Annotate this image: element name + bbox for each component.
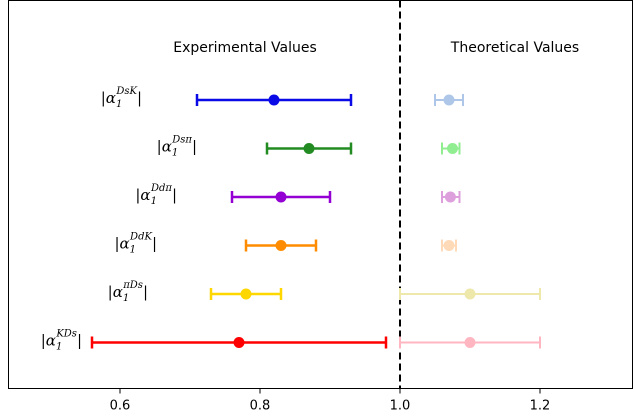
label-end: | — [192, 138, 197, 156]
theory-point — [444, 191, 456, 203]
theory-point — [464, 337, 476, 348]
exp-point — [268, 94, 280, 106]
plot-frame — [8, 0, 633, 389]
exp-point — [303, 143, 315, 154]
theory-point — [447, 143, 458, 154]
x-tick-label: 0.6 — [110, 399, 131, 414]
row-4 — [209, 288, 541, 300]
label-sub: 1 — [116, 99, 122, 110]
label-end: | — [143, 283, 148, 301]
row-label: |α1 DdK| — [114, 232, 157, 256]
x-tick-label: 1.2 — [530, 399, 551, 414]
row-label: |α1 Ddπ| — [135, 183, 177, 207]
label-base: |α — [108, 283, 123, 301]
exp-point — [275, 191, 287, 203]
label-sup: Dsπ — [171, 135, 192, 146]
experimental-annotation: Experimental Values — [173, 40, 317, 56]
row-label: |α1 Dsπ| — [157, 135, 197, 159]
label-sup: KDs — [55, 329, 77, 340]
row-label: |α1 πDs| — [108, 280, 148, 304]
label-sup: πDs — [122, 280, 143, 291]
row-label: |α1 DsK| — [101, 86, 142, 110]
theory-point — [443, 94, 455, 106]
label-base: |α — [101, 89, 116, 107]
x-tick-label: 1.0 — [390, 399, 411, 414]
label-sub: 1 — [172, 148, 178, 159]
label-end: | — [77, 332, 82, 350]
label-end: | — [152, 235, 157, 253]
theoretical-annotation: Theoretical Values — [450, 40, 579, 56]
row-1 — [265, 142, 461, 155]
row-3 — [244, 239, 457, 252]
label-end: | — [172, 186, 177, 204]
chart-marks — [90, 0, 541, 389]
row-labels: |α1DsK||α1Dsπ||α1Ddπ||α1DdK||α1πDs||α1KD… — [41, 86, 197, 353]
label-sup: DdK — [129, 232, 152, 243]
row-5 — [90, 336, 541, 349]
label-base: |α — [135, 186, 150, 204]
label-sub: 1 — [151, 196, 157, 207]
label-sub: 1 — [130, 245, 136, 256]
label-sub: 1 — [123, 293, 129, 304]
label-sup: Ddπ — [150, 183, 172, 194]
row-label: |α1 KDs| — [41, 329, 82, 353]
label-sup: DsK — [115, 86, 137, 97]
exp-point — [275, 240, 287, 251]
label-base: |α — [41, 332, 56, 350]
x-axis: 0.6 0.8 1.0 1.2 — [110, 388, 551, 414]
label-sub: 1 — [56, 342, 62, 353]
row-0 — [195, 94, 464, 106]
row-2 — [230, 191, 461, 203]
x-tick-label: 0.8 — [250, 399, 271, 414]
label-base: |α — [114, 235, 129, 253]
exp-point — [233, 337, 245, 348]
label-base: |α — [157, 138, 172, 156]
exp-point — [240, 288, 252, 300]
theory-point — [464, 288, 476, 300]
theory-point — [443, 240, 455, 251]
label-end: | — [137, 89, 142, 107]
